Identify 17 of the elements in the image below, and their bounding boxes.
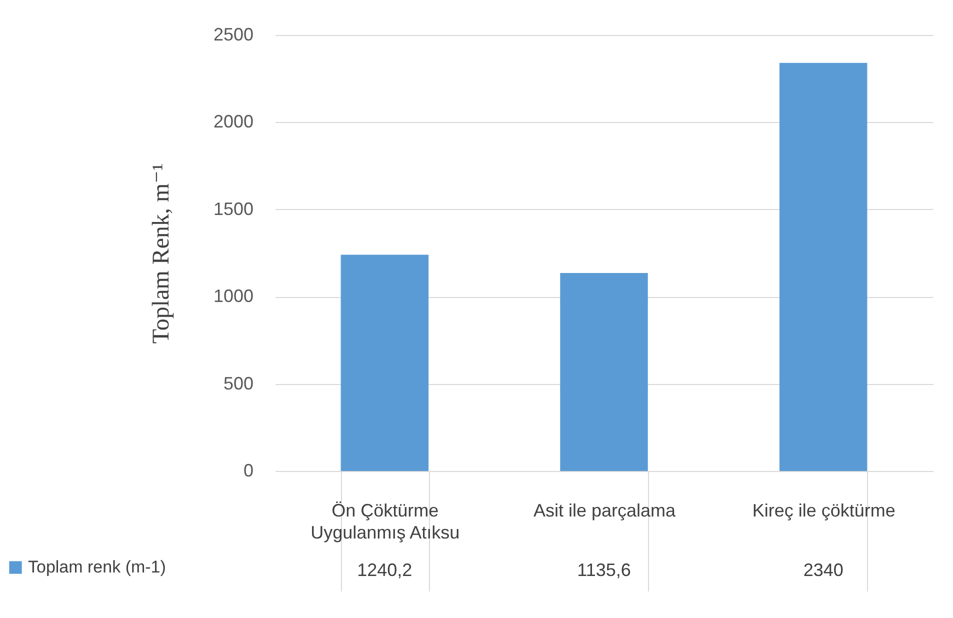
y-tick-label: 1500 [213, 198, 254, 219]
bar [560, 272, 648, 471]
y-tick-label: 500 [223, 373, 254, 394]
data-label: 2340 [803, 560, 844, 580]
y-tick-label: 2000 [213, 112, 254, 132]
y-tick-label: 0 [243, 460, 254, 480]
x-tick-label: Asit ile parçalama [533, 500, 677, 520]
bar [779, 62, 868, 471]
y-tick-label: 2500 [213, 24, 254, 44]
data-label: 1240,2 [357, 560, 412, 580]
y-axis-title: Toplam Renk, m⁻¹ [148, 163, 174, 344]
x-tick-label: Ön Çöktürme Uygulanmış Atıksu [310, 500, 460, 542]
bar [340, 254, 429, 471]
x-tick-label: Kireç ile çöktürme [752, 500, 896, 520]
y-tick-label: 1000 [213, 286, 254, 306]
legend-label: Toplam renk (m-1) [28, 558, 166, 576]
data-label: 1135,6 [577, 560, 631, 580]
